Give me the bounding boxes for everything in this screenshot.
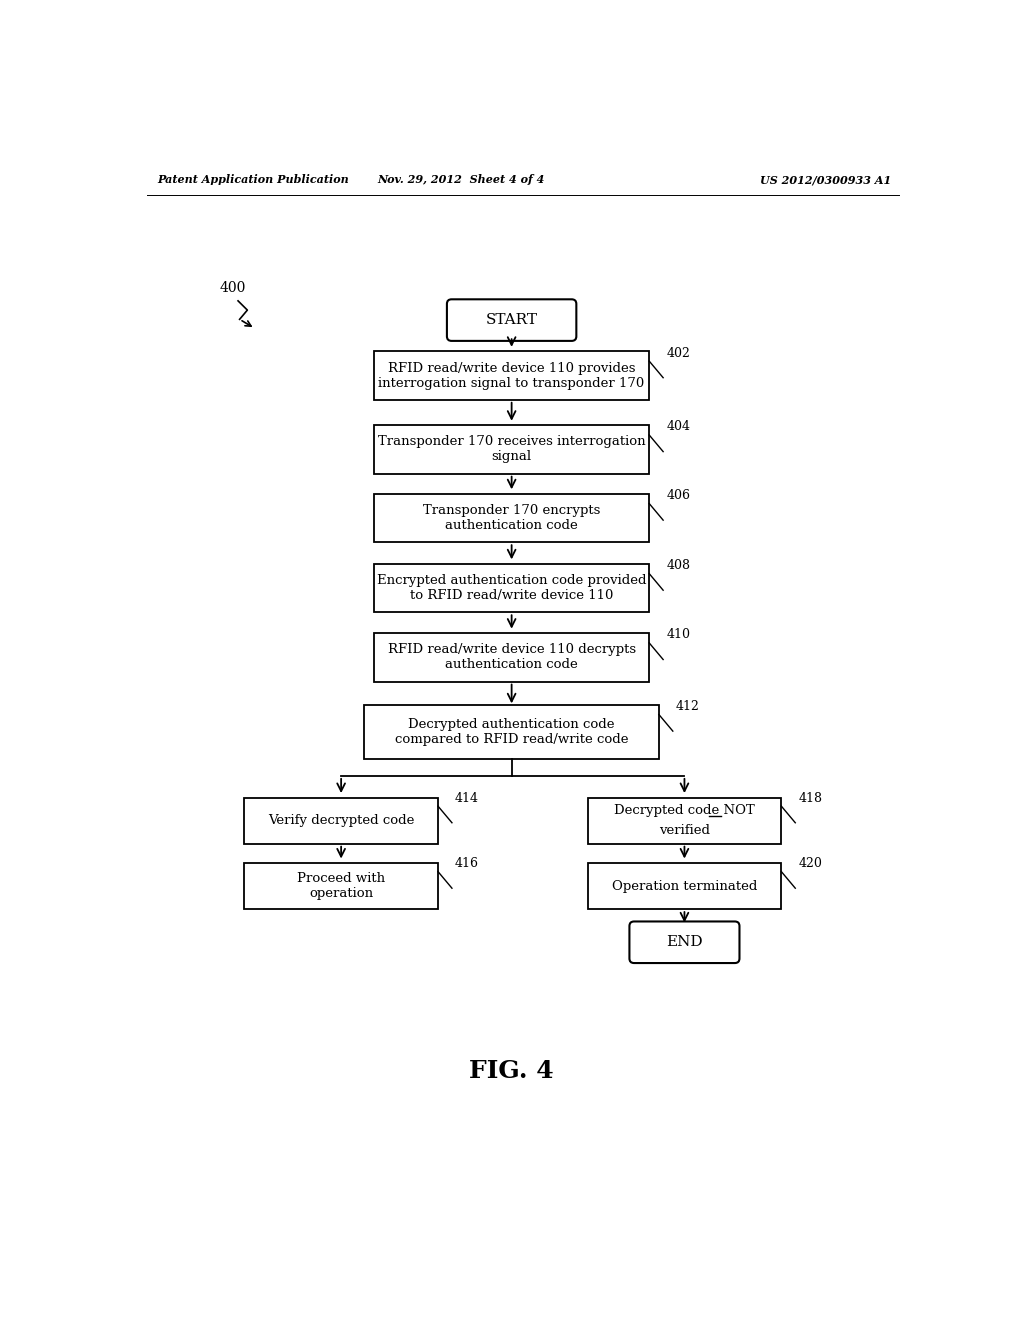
Text: START: START bbox=[485, 313, 538, 327]
Text: Transponder 170 receives interrogation
signal: Transponder 170 receives interrogation s… bbox=[378, 436, 645, 463]
Bar bbox=[374, 351, 649, 400]
Bar bbox=[374, 494, 649, 543]
Text: Proceed with
operation: Proceed with operation bbox=[297, 873, 385, 900]
Text: END: END bbox=[667, 936, 702, 949]
Bar bbox=[365, 705, 658, 759]
Text: FIG. 4: FIG. 4 bbox=[469, 1059, 554, 1082]
Text: RFID read/write device 110 decrypts
authentication code: RFID read/write device 110 decrypts auth… bbox=[387, 643, 636, 672]
Text: 410: 410 bbox=[667, 628, 690, 642]
Text: Patent Application Publication: Patent Application Publication bbox=[158, 174, 349, 186]
Text: 420: 420 bbox=[799, 857, 822, 870]
Text: 416: 416 bbox=[455, 857, 479, 870]
Text: 408: 408 bbox=[667, 560, 690, 572]
Text: verified: verified bbox=[659, 824, 710, 837]
Text: 402: 402 bbox=[667, 347, 690, 359]
Text: 400: 400 bbox=[219, 281, 246, 294]
Text: 404: 404 bbox=[667, 421, 690, 433]
Text: US 2012/0300933 A1: US 2012/0300933 A1 bbox=[760, 174, 891, 186]
Text: Nov. 29, 2012  Sheet 4 of 4: Nov. 29, 2012 Sheet 4 of 4 bbox=[378, 174, 545, 186]
Bar bbox=[374, 425, 649, 474]
Text: Decrypted authentication code
compared to RFID read/write code: Decrypted authentication code compared t… bbox=[395, 718, 629, 746]
Bar bbox=[374, 634, 649, 681]
Text: 418: 418 bbox=[799, 792, 822, 805]
Bar bbox=[374, 564, 649, 612]
Text: Encrypted authentication code provided
to RFID read/write device 110: Encrypted authentication code provided t… bbox=[377, 574, 646, 602]
Text: Transponder 170 encrypts
authentication code: Transponder 170 encrypts authentication … bbox=[423, 504, 600, 532]
Text: RFID read/write device 110 provides
interrogation signal to transponder 170: RFID read/write device 110 provides inte… bbox=[379, 362, 645, 389]
Text: 406: 406 bbox=[667, 488, 690, 502]
Bar bbox=[588, 863, 781, 909]
Text: Operation terminated: Operation terminated bbox=[611, 879, 757, 892]
Text: 414: 414 bbox=[455, 792, 479, 805]
Bar bbox=[588, 797, 781, 843]
Text: Decrypted code NOT: Decrypted code NOT bbox=[614, 804, 755, 817]
Text: Verify decrypted code: Verify decrypted code bbox=[268, 814, 415, 828]
Bar bbox=[245, 863, 438, 909]
Bar bbox=[245, 797, 438, 843]
Text: 412: 412 bbox=[676, 700, 699, 713]
